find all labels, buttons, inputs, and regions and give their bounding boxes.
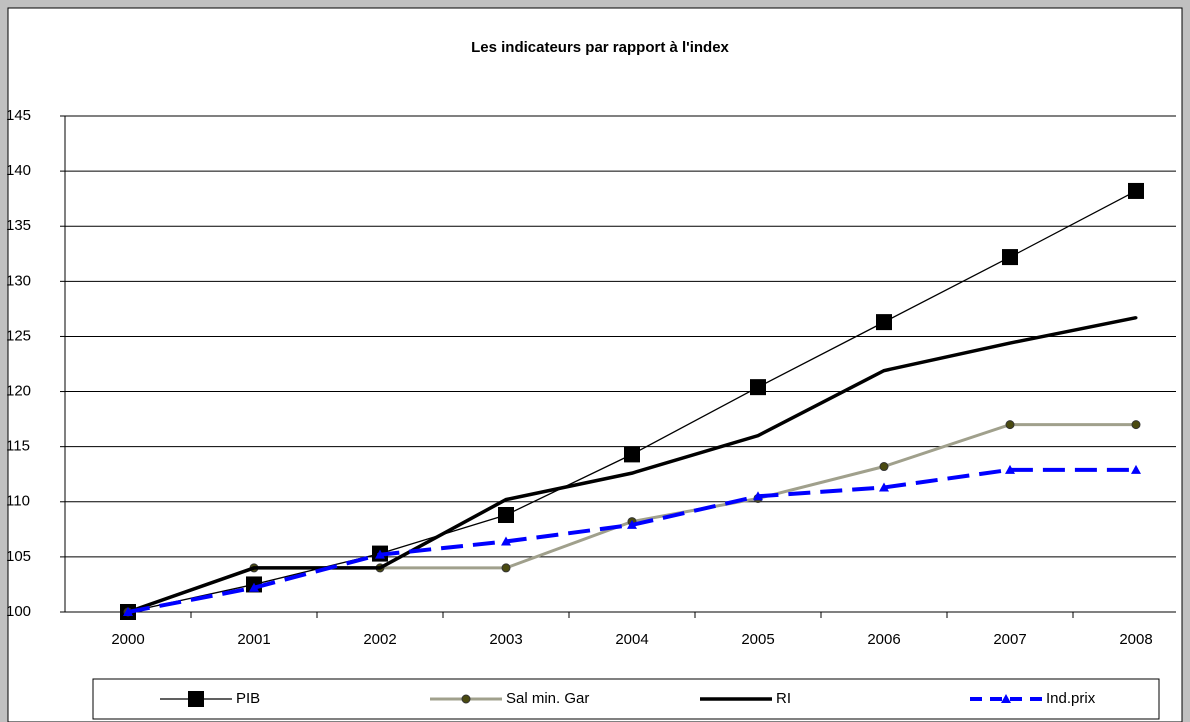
chart-title: Les indicateurs par rapport à l'index <box>471 39 729 56</box>
legend-label: Ind.prix <box>1046 690 1096 707</box>
point <box>252 566 256 570</box>
point <box>756 434 760 438</box>
point <box>624 446 640 463</box>
point <box>123 607 133 616</box>
point <box>879 462 889 472</box>
point <box>876 314 892 331</box>
point <box>501 563 511 573</box>
point <box>378 566 382 570</box>
legend-label: PIB <box>236 690 260 707</box>
point <box>750 379 766 396</box>
y-tick-label: 105 <box>6 548 31 565</box>
y-tick-label: 145 <box>6 107 31 124</box>
legend-label: Sal min. Gar <box>506 690 589 707</box>
chart-area <box>7 7 1183 722</box>
x-tick-label: 2003 <box>489 631 522 648</box>
point <box>1131 464 1141 474</box>
y-tick-label: 125 <box>6 327 31 344</box>
x-tick-label: 2000 <box>111 631 144 648</box>
point <box>1005 464 1015 474</box>
y-tick-label: 115 <box>6 438 30 455</box>
x-tick-label: 2008 <box>1119 631 1152 648</box>
point <box>753 491 763 501</box>
point <box>627 519 637 529</box>
point <box>1131 420 1141 430</box>
x-tick-label: 2004 <box>615 631 648 648</box>
x-tick-label: 2001 <box>237 631 270 648</box>
point <box>1008 341 1012 345</box>
point <box>1134 316 1138 320</box>
y-tick-label: 140 <box>6 162 31 179</box>
x-tick-label: 2002 <box>363 631 396 648</box>
point <box>879 482 889 492</box>
point <box>882 369 886 373</box>
point <box>630 471 634 475</box>
y-tick-label: 130 <box>6 272 31 289</box>
x-tick-label: 2006 <box>867 631 900 648</box>
point <box>504 498 508 502</box>
y-tick-label: 110 <box>6 493 30 510</box>
y-tick-label: 135 <box>6 217 31 234</box>
point <box>461 694 471 704</box>
x-tick-label: 2007 <box>993 631 1026 648</box>
point <box>1002 249 1018 266</box>
point <box>1005 420 1015 430</box>
point <box>501 536 511 546</box>
x-tick-label: 2005 <box>741 631 774 648</box>
point <box>1128 182 1144 199</box>
point <box>1001 694 1011 703</box>
y-tick-label: 120 <box>6 383 31 400</box>
legend-label: RI <box>776 690 791 707</box>
point <box>498 507 514 524</box>
point <box>734 697 738 701</box>
y-tick-label: 100 <box>6 603 31 620</box>
point <box>375 549 385 559</box>
point <box>249 582 259 592</box>
point <box>188 691 204 707</box>
